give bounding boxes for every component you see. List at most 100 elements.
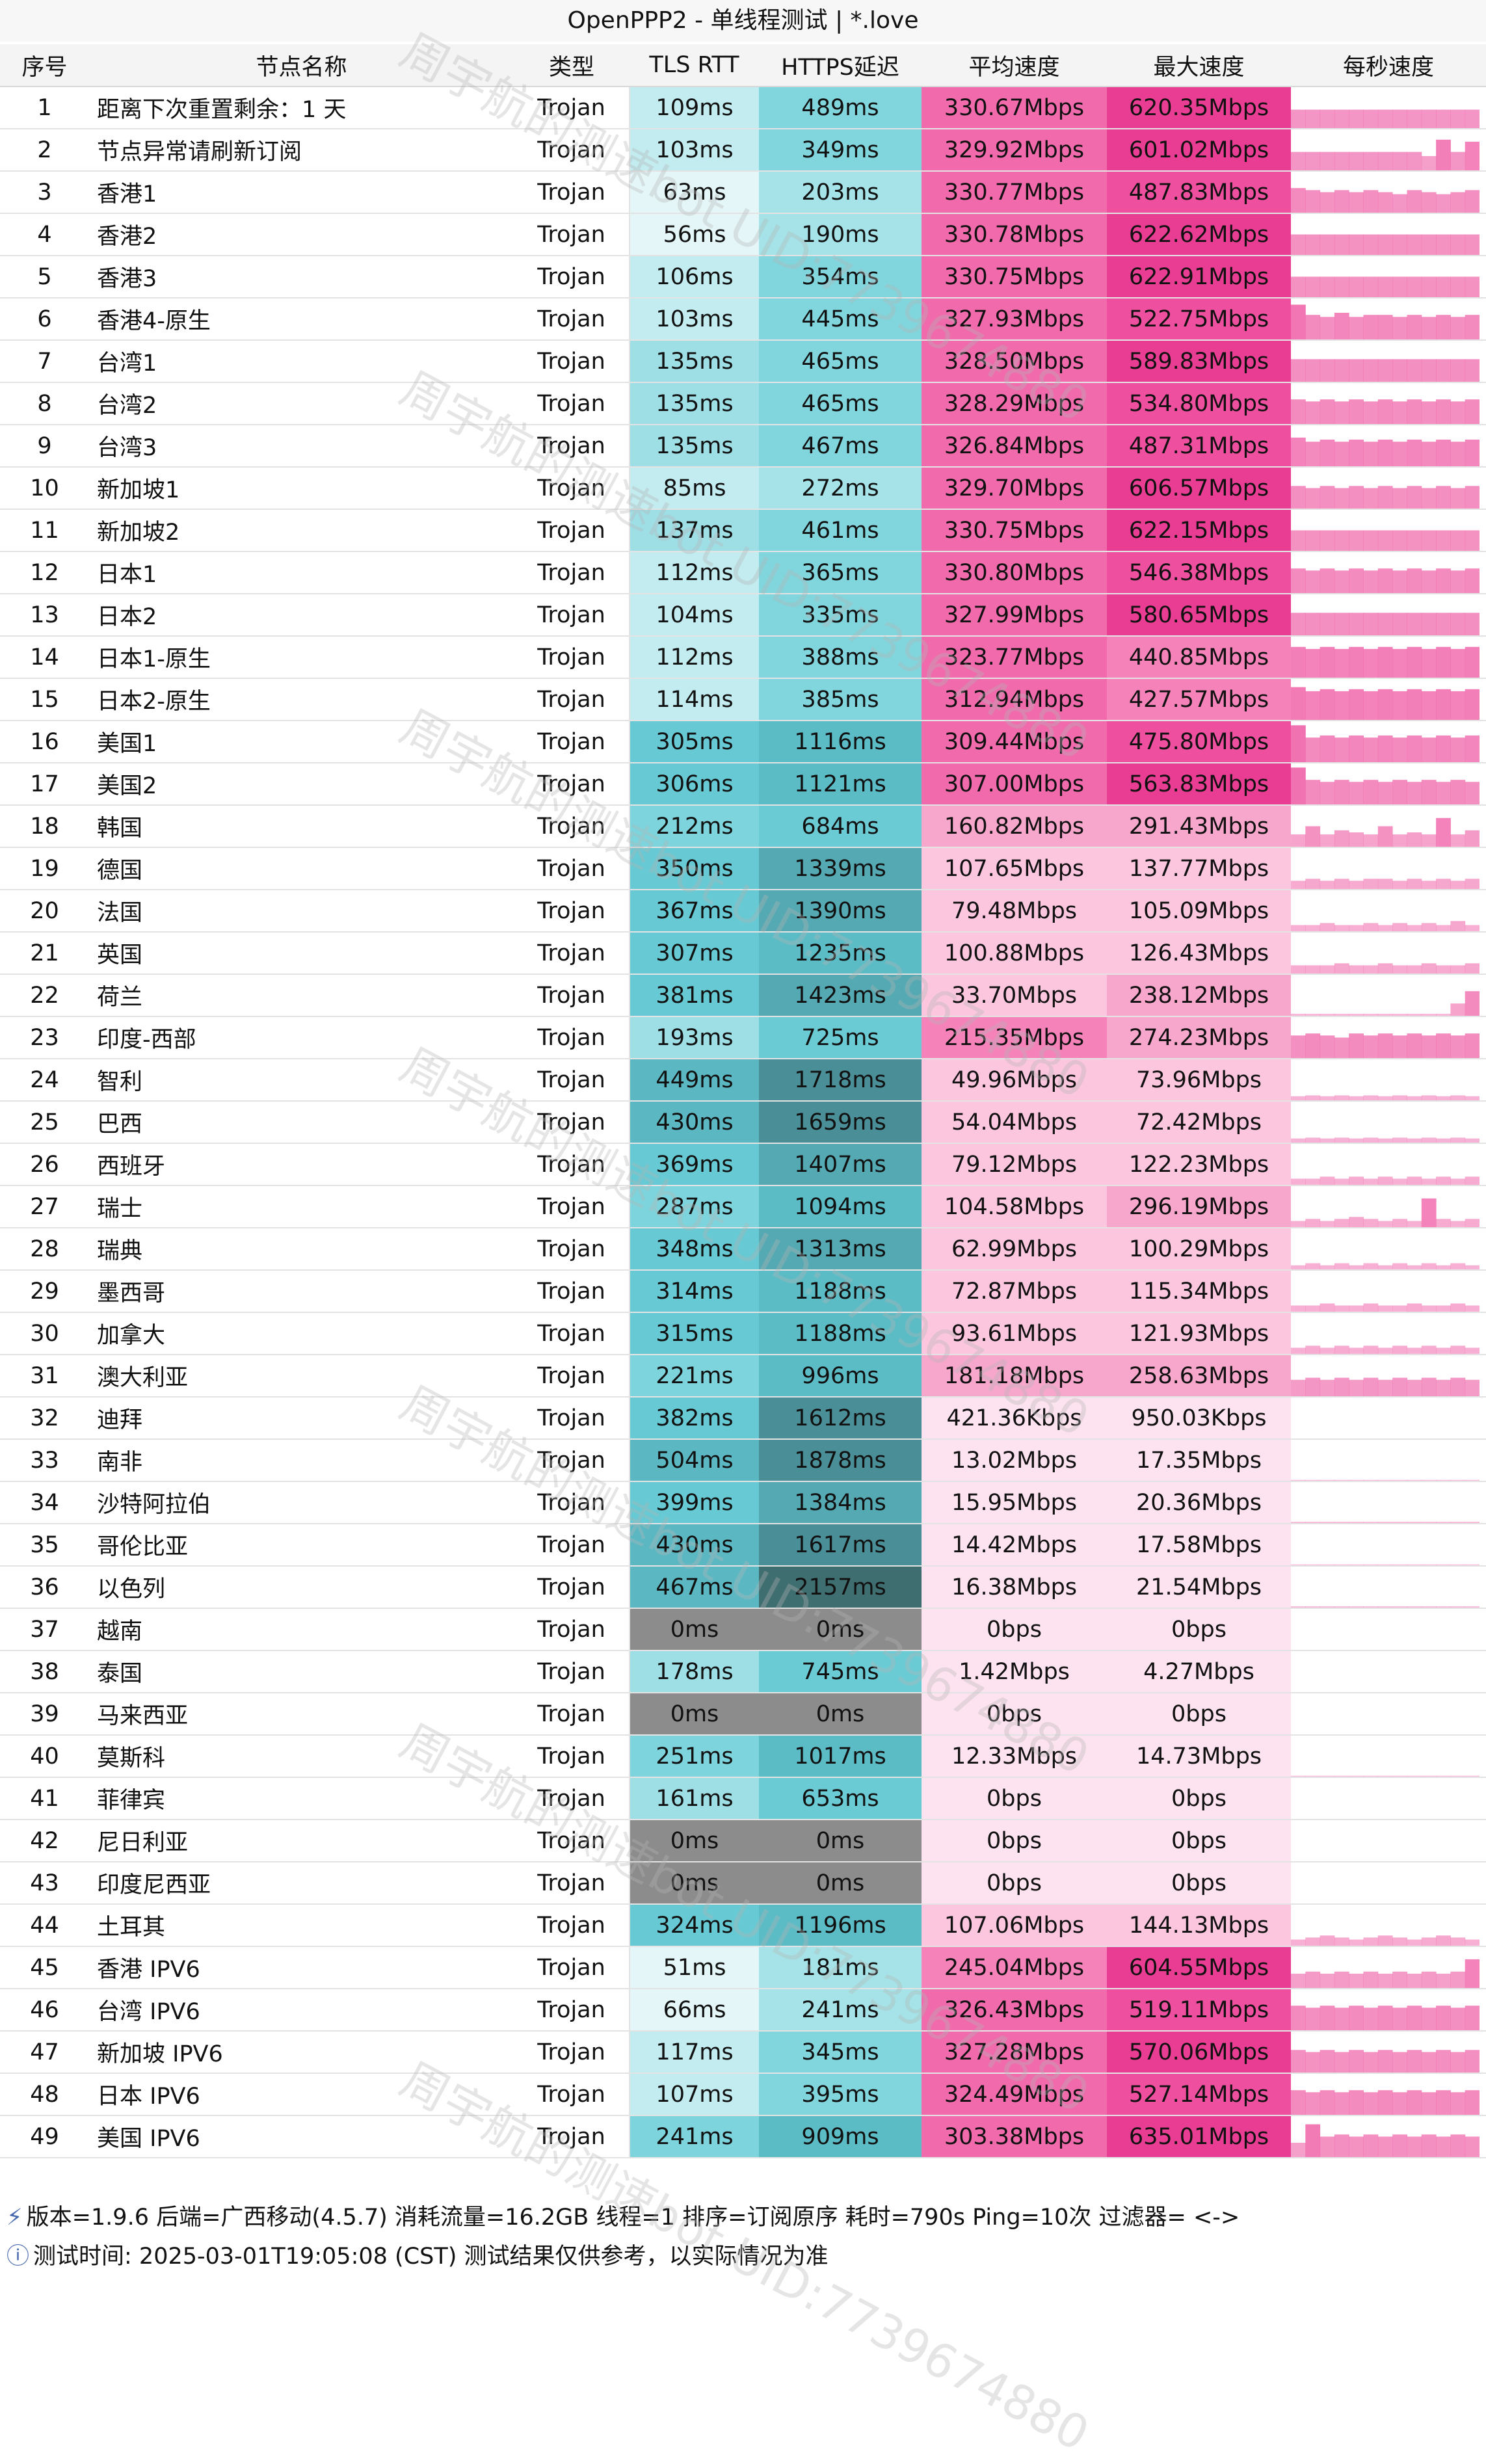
- cell-node-name: 加拿大: [89, 1312, 514, 1355]
- sparkline-bar: [1407, 486, 1422, 508]
- sparkline-bar: [1363, 691, 1379, 719]
- table-row: 46 台湾 IPV6 Trojan 66ms 241ms 326.43Mbps 519.11…: [0, 1989, 1486, 2032]
- cell-tls-rtt: 66ms: [630, 1989, 759, 2032]
- sparkline-bar: [1450, 1178, 1466, 1184]
- sparkline-bar: [1465, 646, 1479, 677]
- cell-index: 17: [0, 763, 89, 806]
- sparkline-bar: [1363, 234, 1379, 254]
- cell-node-name: 哥伦比亚: [89, 1524, 514, 1567]
- sparkline-bar: [1320, 359, 1335, 381]
- cell-https-latency: 1094ms: [759, 1186, 922, 1228]
- sparkline-bar: [1305, 1345, 1321, 1353]
- clock-icon: ⓘ: [7, 2244, 30, 2270]
- cell-type: Trojan: [514, 509, 630, 552]
- cell-per-second-speed: [1291, 1524, 1486, 1567]
- sparkline-bar: [1320, 881, 1335, 888]
- cell-index: 9: [0, 425, 89, 468]
- sparkline-bar: [1450, 1303, 1466, 1311]
- cell-per-second-speed: [1291, 805, 1486, 848]
- sparkline-bar: [1421, 737, 1437, 762]
- sparkline-bar: [1305, 315, 1321, 339]
- sparkline-bar: [1363, 359, 1379, 381]
- sparkline-bar: [1320, 1265, 1335, 1269]
- sparkline-bar: [1363, 1263, 1379, 1269]
- sparkline-bar: [1407, 440, 1422, 466]
- cell-index: 40: [0, 1735, 89, 1778]
- cell-tls-rtt: 106ms: [630, 256, 759, 298]
- sparkline-bar: [1363, 737, 1379, 762]
- cell-avg-speed: 328.50Mbps: [922, 340, 1107, 383]
- table-row: 12 日本1 Trojan 112ms 365ms 330.80Mbps 546.38Mbp…: [0, 551, 1486, 594]
- sparkline-bar: [1465, 1775, 1479, 1776]
- cell-per-second-speed: [1291, 1355, 1486, 1398]
- cell-https-latency: 388ms: [759, 636, 922, 679]
- sparkline-bar: [1305, 1263, 1321, 1269]
- sparkline-bar: [1392, 2092, 1407, 2114]
- cell-https-latency: 996ms: [759, 1355, 922, 1398]
- sparkline-bar: [1305, 925, 1321, 931]
- sparkline-bar: [1334, 2134, 1349, 2156]
- cell-tls-rtt: 324ms: [630, 1904, 759, 1947]
- cell-max-speed: 258.63Mbps: [1107, 1355, 1291, 1398]
- cell-index: 26: [0, 1143, 89, 1186]
- sparkline-bar: [1305, 109, 1321, 127]
- cell-avg-speed: 303.38Mbps: [922, 2115, 1107, 2158]
- sparkline-bar: [1334, 2092, 1349, 2114]
- sparkline-bar: [1305, 1937, 1321, 1945]
- cell-type: Trojan: [514, 1566, 630, 1609]
- sparkline-bar: [1305, 1305, 1321, 1311]
- cell-avg-speed: 72.87Mbps: [922, 1270, 1107, 1313]
- sparkline-bar: [1421, 570, 1437, 592]
- sparkline-bar: [1392, 2134, 1407, 2156]
- sparkline-bar: [1436, 1305, 1451, 1311]
- speed-sparkline: [1291, 1303, 1479, 1311]
- cell-tls-rtt: 117ms: [630, 2031, 759, 2074]
- cell-tls-rtt: 0ms: [630, 1862, 759, 1905]
- cell-index: 1: [0, 86, 89, 129]
- sparkline-bar: [1334, 1305, 1349, 1311]
- sparkline-bar: [1421, 1971, 1437, 1987]
- cell-https-latency: 1878ms: [759, 1439, 922, 1482]
- sparkline-bar: [1349, 881, 1364, 888]
- sparkline-bar: [1407, 2050, 1422, 2072]
- header-https-latency: HTTPS延迟: [759, 44, 922, 87]
- cell-max-speed: 126.43Mbps: [1107, 932, 1291, 975]
- cell-tls-rtt: 212ms: [630, 805, 759, 848]
- cell-max-speed: 527.14Mbps: [1107, 2073, 1291, 2116]
- cell-node-name: 日本2: [89, 594, 514, 637]
- sparkline-bar: [1436, 2136, 1451, 2156]
- sparkline-bar: [1349, 1013, 1364, 1015]
- cell-node-name: 美国2: [89, 763, 514, 806]
- cell-per-second-speed: [1291, 1228, 1486, 1271]
- sparkline-bar: [1305, 1095, 1321, 1100]
- table-row: 2 节点异常请刷新订阅 Trojan 103ms 349ms 329.92Mbps 601.…: [0, 129, 1486, 172]
- table-row: 49 美国 IPV6 Trojan 241ms 909ms 303.38Mbps 635.0…: [0, 2115, 1486, 2158]
- sparkline-bar: [1320, 2006, 1335, 2030]
- sparkline-bar: [1305, 2052, 1321, 2072]
- cell-https-latency: 1384ms: [759, 1481, 922, 1524]
- cell-index: 32: [0, 1397, 89, 1440]
- sparkline-bar: [1436, 359, 1451, 381]
- sparkline-bar: [1421, 1479, 1437, 1480]
- sparkline-bar: [1436, 1219, 1451, 1226]
- table-row: 26 西班牙 Trojan 369ms 1407ms 79.12Mbps 122.23Mbp…: [0, 1143, 1486, 1186]
- sparkline-bar: [1465, 963, 1479, 973]
- sparkline-bar: [1421, 530, 1437, 550]
- sparkline-bar: [1320, 735, 1335, 762]
- sparkline-bar: [1392, 1013, 1407, 1015]
- sparkline-bar: [1421, 109, 1437, 127]
- sparkline-bar: [1291, 304, 1306, 339]
- sparkline-bar: [1436, 1096, 1451, 1100]
- cell-max-speed: 100.29Mbps: [1107, 1228, 1291, 1271]
- header-per-second-speed: 每秒速度: [1291, 44, 1486, 87]
- sparkline-bar: [1291, 109, 1306, 127]
- sparkline-bar: [1320, 782, 1335, 804]
- sparkline-bar: [1305, 1522, 1320, 1523]
- cell-max-speed: 606.57Mbps: [1107, 467, 1291, 510]
- sparkline-bar: [1450, 276, 1466, 297]
- sparkline-bar: [1450, 317, 1466, 339]
- sparkline-bar: [1291, 1265, 1306, 1269]
- cell-node-name: 巴西: [89, 1101, 514, 1144]
- cell-avg-speed: 327.28Mbps: [922, 2031, 1107, 2074]
- footer-time-text: 测试时间: 2025-03-01T19:05:08 (CST) 测试结果仅供参考…: [33, 2244, 829, 2270]
